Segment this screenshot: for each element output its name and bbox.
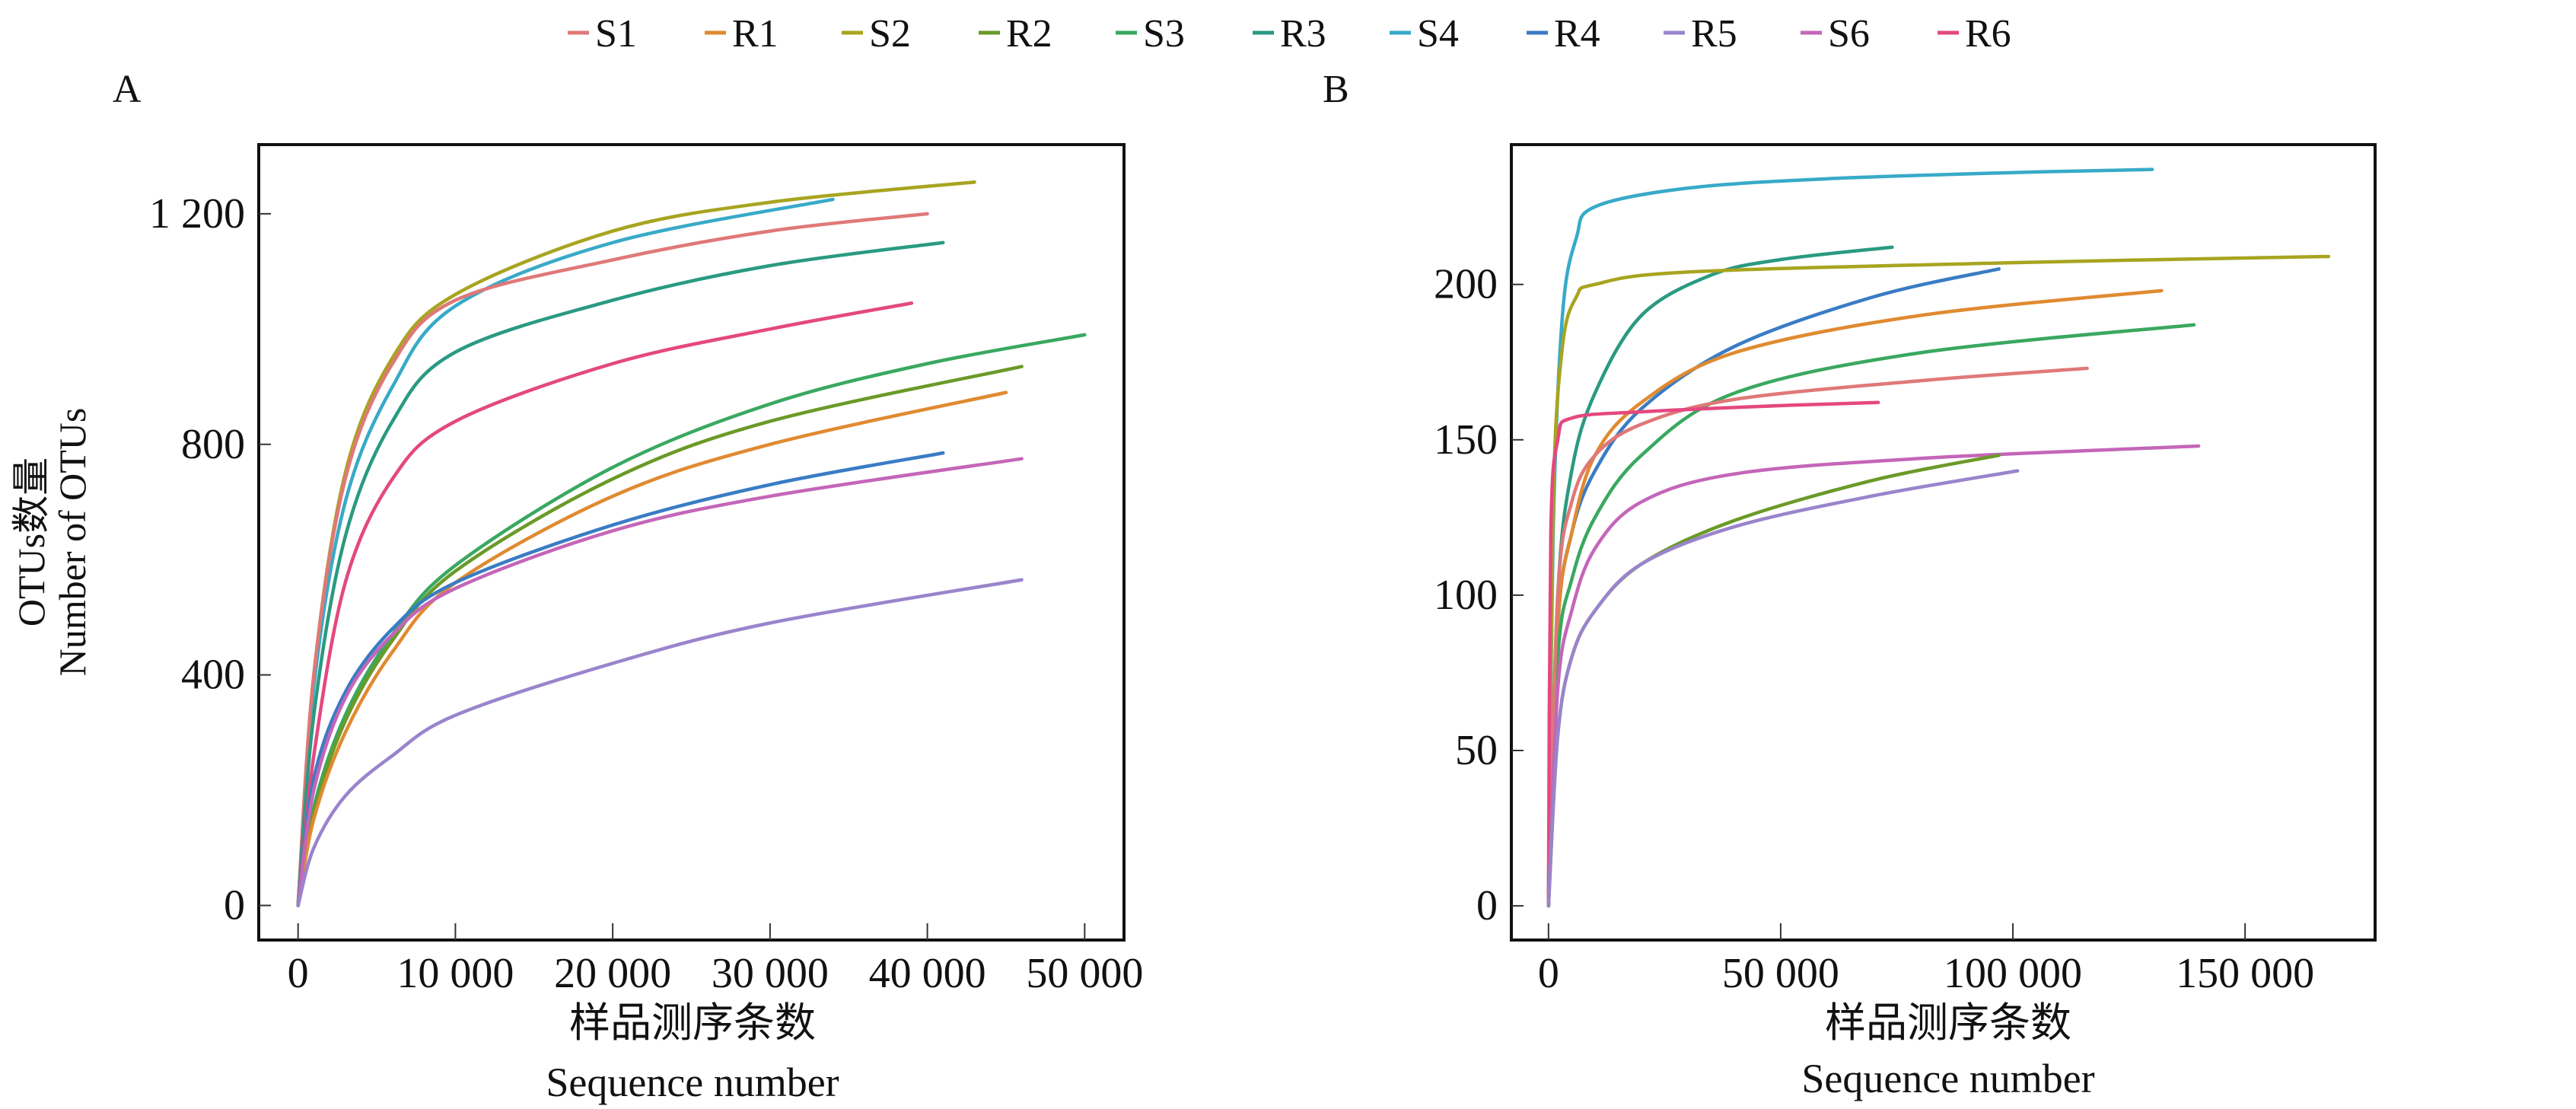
x-axis-title-cn-a: 样品测序条数 [569,1000,816,1046]
legend-label: R5 [1691,12,1737,56]
panel-a: 0 10 000 20 000 30 000 40 000 50 000 0 400 800 1 … [149,143,1143,997]
series-line-r4 [296,451,945,907]
legend: S1 R1 S2 R2 S3 R3 S4 R4 R5 S6 R6 [568,12,2011,56]
series-line-r1 [1546,288,2164,908]
legend-label: S3 [1143,12,1185,56]
legend-item-s4: S4 [1390,12,1459,56]
legend-item-r5: R5 [1664,12,1737,56]
x-tick-label: 30 000 [712,950,829,997]
series-line-s3 [296,333,1087,907]
y-axis-title-en: Number of OTUs [51,408,94,677]
panel-b: 0 50 000 100 000 150 000 0 50 100 150 200 [1434,143,2377,997]
legend-label: R2 [1006,12,1052,56]
series-line-s1 [296,212,929,907]
series-line-r5 [1546,469,2020,908]
plot-frame [1510,143,2377,942]
series-line-r6 [296,301,914,907]
series-line-s4 [296,197,835,907]
legend-item-s2: S2 [842,12,911,56]
panel-label-a: A [113,68,142,111]
x-axis-title-cn-b: 样品测序条数 [1825,1000,2071,1046]
legend-label: R4 [1554,12,1600,56]
series-line-r1 [296,390,1008,907]
series-line-r2 [296,365,1024,907]
legend-label: R6 [1965,12,2011,56]
y-axis-title-cn: OTUs数量 [10,457,53,626]
legend-label: R1 [732,12,779,56]
y-tick-label: 400 [181,652,245,699]
x-axis-title-en-b: Sequence number [1801,1056,2094,1101]
y-tick-label: 1 200 [149,190,245,237]
legend-item-r6: R6 [1938,12,2011,56]
series-line-s4 [1546,167,2154,908]
legend-item-r4: R4 [1527,12,1600,56]
x-tick-label: 50 000 [1026,950,1143,997]
legend-item-s6: S6 [1801,12,1870,56]
legend-label: S4 [1417,12,1459,56]
series-line-r3 [296,241,945,907]
legend-label: S2 [869,12,911,56]
x-tick-label: 10 000 [396,950,514,997]
legend-item-r3: R3 [1253,12,1326,56]
y-axis-title-a: OTUs数量 Number of OTUs [10,408,94,677]
series-line-r5 [296,578,1024,907]
y-tick-label: 800 [181,421,245,468]
series-line-s2 [1546,254,2331,908]
y-tick-label: 200 [1434,261,1498,308]
x-axis-title-en-a: Sequence number [546,1060,839,1105]
x-tick-label: 50 000 [1722,950,1839,997]
y-tick-label: 100 [1434,572,1498,619]
series-line-s6 [296,457,1024,907]
x-tick-label: 0 [288,950,309,997]
legend-item-s1: S1 [568,12,637,56]
x-tick-label: 0 [1538,950,1559,997]
x-tick-label: 150 000 [2176,950,2314,997]
panel-label-b: B [1323,68,1349,111]
legend-item-s3: S3 [1116,12,1185,56]
series-line-s3 [1546,323,2196,908]
legend-label: R3 [1280,12,1326,56]
plot-frame [257,143,1126,942]
x-tick-label: 40 000 [869,950,986,997]
series-line-s1 [1546,366,2089,908]
y-tick-label: 50 [1455,727,1498,774]
x-tick-label: 20 000 [554,950,671,997]
series-line-r3 [1546,245,1894,908]
series-line-s2 [296,180,976,907]
legend-label: S6 [1828,12,1870,56]
series-line-r4 [1546,267,2001,908]
legend-item-r1: R1 [705,12,779,56]
legend-item-r2: R2 [979,12,1052,56]
series-line-r6 [1546,400,1880,908]
y-tick-label: 0 [1476,882,1498,929]
y-tick-label: 0 [224,882,245,929]
legend-label: S1 [595,12,637,56]
x-tick-label: 100 000 [1944,950,2082,997]
y-tick-label: 150 [1434,416,1498,464]
series-line-s6 [1546,444,2201,908]
